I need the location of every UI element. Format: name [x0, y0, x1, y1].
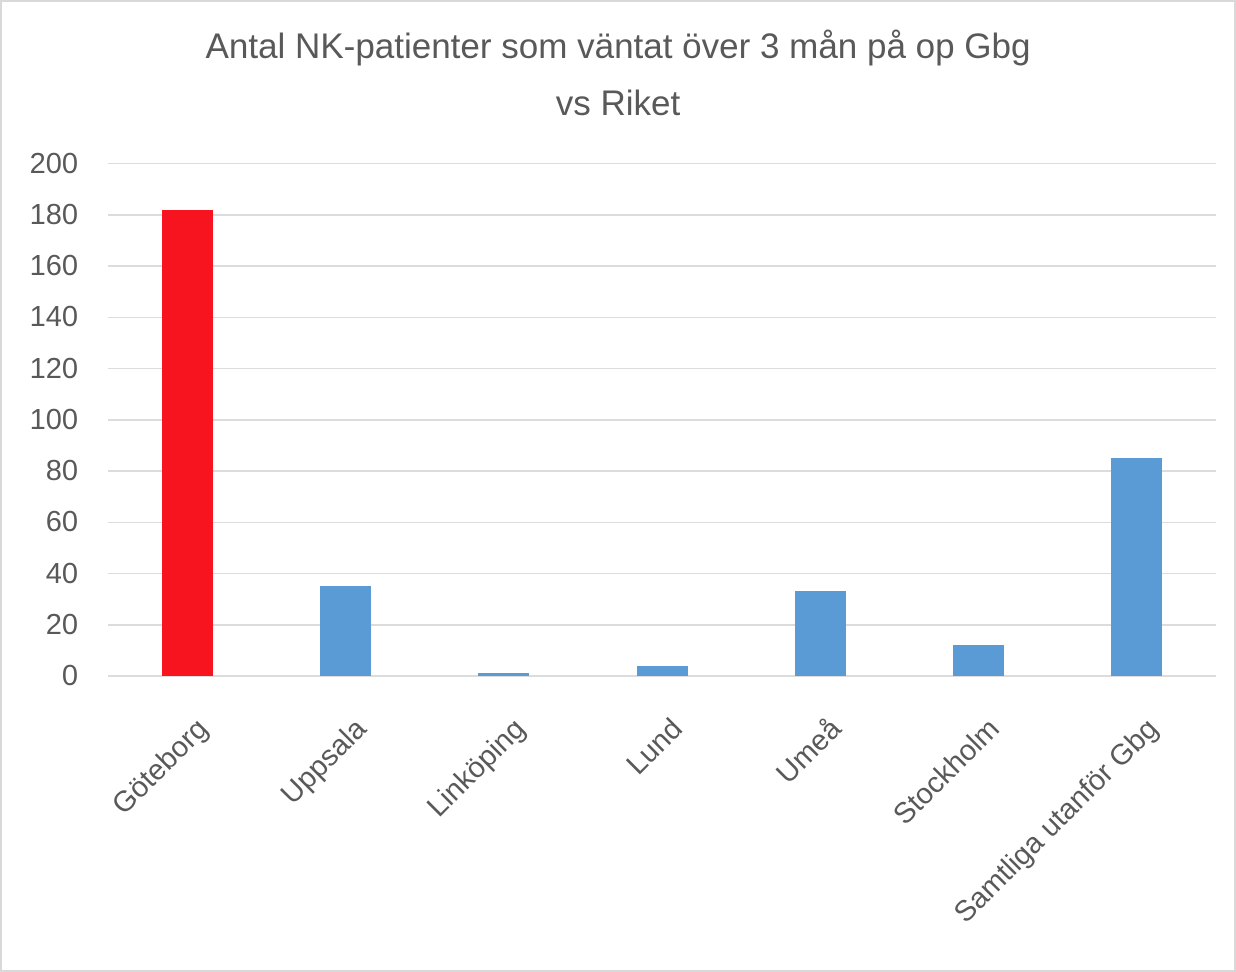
bar-umeå — [794, 591, 846, 676]
chart-title: Antal NK-patienter som väntat över 3 mån… — [2, 18, 1234, 132]
y-axis-tick-label-40: 40 — [45, 557, 78, 590]
y-axis-tick-label-60: 60 — [45, 506, 78, 539]
gridline-0 — [108, 675, 1216, 677]
gridline-60 — [108, 521, 1216, 523]
y-axis-tick-label-180: 180 — [29, 198, 78, 231]
gridline-40 — [108, 572, 1216, 575]
gridline-160 — [108, 265, 1216, 267]
bar-linköping — [478, 673, 530, 676]
chart-title-line-1: Antal NK-patienter som väntat över 3 mån… — [205, 27, 1031, 66]
y-axis-tick-label-140: 140 — [29, 301, 78, 334]
bar-lund — [636, 665, 688, 676]
x-axis-label-stockholm: Stockholm — [887, 712, 1006, 832]
bar-uppsala — [319, 586, 371, 676]
y-axis-tick-label-80: 80 — [45, 455, 78, 487]
y-axis-tick-label-100: 100 — [29, 403, 78, 436]
x-axis-label-uppsala: Uppsala — [274, 712, 373, 811]
gridline-180 — [108, 214, 1216, 216]
x-axis-label-umeå: Umeå — [770, 712, 848, 791]
y-axis-tick-label-120: 120 — [29, 352, 78, 385]
y-axis-tick-label-0: 0 — [61, 660, 78, 692]
y-axis-tick-label-200: 200 — [29, 147, 78, 180]
x-axis-label-linköping: Linköping — [420, 712, 532, 824]
gridline-120 — [108, 367, 1216, 370]
y-axis-tick-label-160: 160 — [29, 250, 78, 282]
bar-samtliga-utanför-gbg — [1111, 458, 1163, 676]
gridline-80 — [108, 470, 1216, 472]
bar-göteborg — [161, 209, 213, 676]
y-axis-tick-label-20: 20 — [45, 608, 78, 641]
x-axis-label-göteborg: Göteborg — [106, 712, 215, 821]
gridline-200 — [108, 162, 1216, 165]
gridline-140 — [108, 316, 1216, 318]
gridline-20 — [108, 624, 1216, 626]
gridline-100 — [108, 419, 1216, 421]
chart-title-line-2: vs Riket — [555, 84, 681, 123]
x-axis-label-lund: Lund — [621, 712, 690, 781]
bar-stockholm — [953, 645, 1005, 676]
